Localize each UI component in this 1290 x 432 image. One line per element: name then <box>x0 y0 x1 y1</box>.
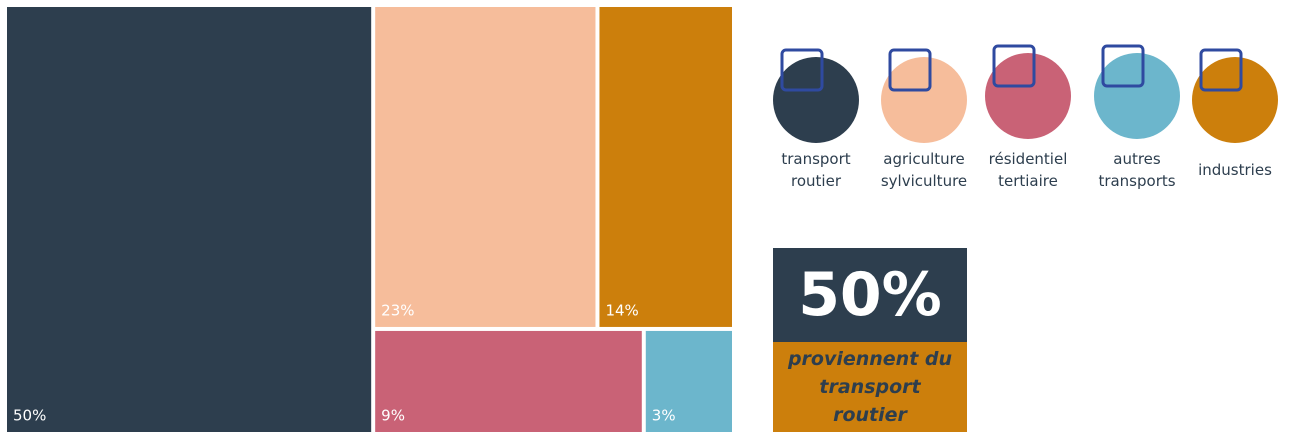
callout-figure: 50% <box>773 248 967 342</box>
legend-icon <box>888 48 932 92</box>
legend-icon <box>780 48 824 92</box>
legend-swatch <box>773 57 859 143</box>
legend-swatch <box>1192 57 1278 143</box>
treemap-cell <box>7 7 372 432</box>
legend-swatch <box>1094 53 1180 139</box>
legend-swatch <box>881 57 967 143</box>
value-label: 14% <box>605 301 638 319</box>
value-label: 50% <box>13 407 46 425</box>
value-label: 3% <box>652 407 676 425</box>
legend-label: résidentiel tertiaire <box>988 150 1068 190</box>
legend-icon <box>1101 44 1145 88</box>
callout-text: proviennent du transport routier <box>773 342 967 432</box>
legend-swatch <box>985 53 1071 139</box>
value-label: 9% <box>381 407 405 425</box>
legend-label: autres transports <box>1098 150 1176 190</box>
treemap-cell <box>375 7 596 327</box>
legend-icon <box>992 44 1036 88</box>
treemap-cell <box>599 7 732 327</box>
treemap-cell <box>645 330 732 432</box>
legend-label: transport routier <box>781 150 851 190</box>
legend-icon <box>1199 48 1243 92</box>
treemap-cell <box>375 330 642 432</box>
legend-label: agriculture sylviculture <box>880 150 968 190</box>
legend-label: industries <box>1198 161 1272 179</box>
value-label: 23% <box>381 301 414 319</box>
